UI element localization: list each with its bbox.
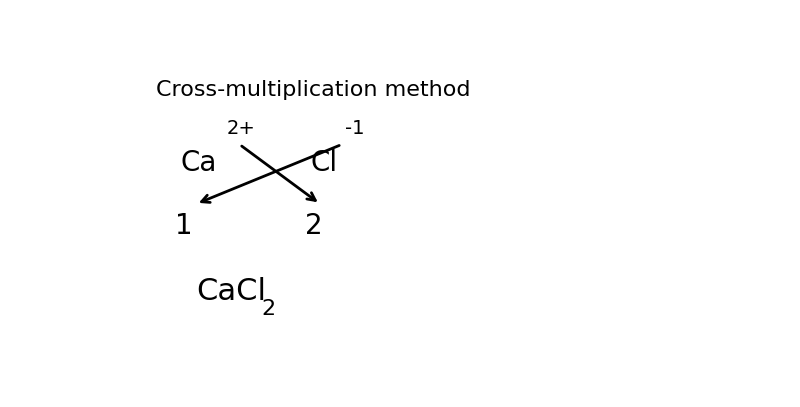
Text: 1: 1: [175, 212, 193, 240]
Text: Cl: Cl: [310, 149, 338, 177]
Text: Ca: Ca: [181, 149, 217, 177]
Text: 2+: 2+: [227, 119, 256, 138]
Text: Cross-multiplication method: Cross-multiplication method: [156, 80, 470, 100]
Text: 2: 2: [262, 299, 275, 319]
Text: -1: -1: [345, 119, 364, 138]
Text: CaCl: CaCl: [196, 277, 266, 306]
Text: 2: 2: [305, 212, 322, 240]
